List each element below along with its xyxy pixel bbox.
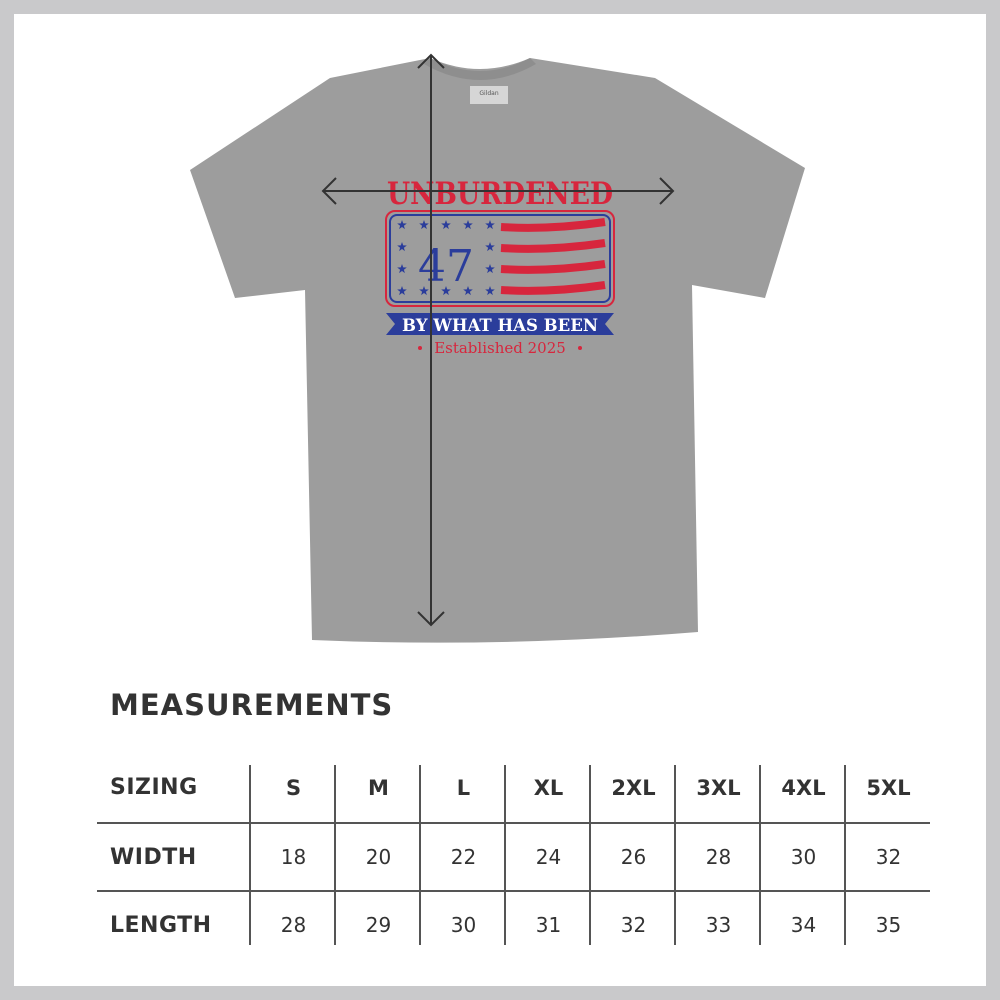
banner-text: BY WHAT HAS BEEN bbox=[402, 316, 598, 336]
table-divider bbox=[97, 890, 930, 892]
size-header-xl: XL bbox=[533, 776, 564, 800]
chest-print: UNBURDENED 47 BY WHAT HAS BEEN Establish… bbox=[385, 176, 615, 357]
width-cell: 20 bbox=[365, 845, 392, 869]
size-header-3xl: 3XL bbox=[696, 776, 741, 800]
tshirt-body bbox=[190, 58, 805, 643]
table-divider bbox=[589, 765, 591, 945]
table-divider bbox=[504, 765, 506, 945]
length-cell: 34 bbox=[790, 913, 817, 937]
width-cell: 26 bbox=[620, 845, 647, 869]
measurements-title: MEASUREMENTS bbox=[110, 688, 394, 722]
number-47: 47 bbox=[418, 241, 474, 292]
subline-text: Established 2025 bbox=[434, 339, 566, 357]
width-cell: 18 bbox=[280, 845, 307, 869]
header-sizing-label: SIZING bbox=[110, 775, 198, 800]
neck-label-brand: Gildan bbox=[479, 90, 498, 97]
size-header-s: S bbox=[285, 776, 302, 800]
width-cell: 32 bbox=[875, 845, 902, 869]
size-header-5xl: 5XL bbox=[866, 776, 911, 800]
length-cell: 33 bbox=[705, 913, 732, 937]
length-cell: 29 bbox=[365, 913, 392, 937]
length-cell: 31 bbox=[535, 913, 562, 937]
table-divider bbox=[334, 765, 336, 945]
length-cell: 35 bbox=[875, 913, 902, 937]
row-label-width: WIDTH bbox=[110, 845, 197, 870]
flag-stripes bbox=[500, 218, 606, 295]
width-cell: 28 bbox=[705, 845, 732, 869]
width-cell: 24 bbox=[535, 845, 562, 869]
size-header-l: L bbox=[456, 776, 471, 800]
width-cell: 22 bbox=[450, 845, 477, 869]
length-cell: 32 bbox=[620, 913, 647, 937]
banner-ribbon bbox=[386, 313, 614, 335]
table-divider bbox=[674, 765, 676, 945]
table-divider bbox=[97, 822, 930, 824]
table-divider bbox=[419, 765, 421, 945]
size-header-m: M bbox=[368, 776, 389, 800]
size-header-4xl: 4XL bbox=[781, 776, 826, 800]
size-header-2xl: 2XL bbox=[611, 776, 656, 800]
table-divider bbox=[249, 765, 251, 945]
headline-text: UNBURDENED bbox=[387, 176, 613, 212]
width-cell: 30 bbox=[790, 845, 817, 869]
tshirt-illustration: Gildan UNBURDENED 47 BY WHAT HAS BEEN Es… bbox=[190, 53, 805, 643]
length-cell: 30 bbox=[450, 913, 477, 937]
tshirt-collar bbox=[424, 58, 536, 80]
length-cell: 28 bbox=[280, 913, 307, 937]
row-label-length: LENGTH bbox=[110, 913, 212, 938]
table-divider bbox=[844, 765, 846, 945]
table-divider bbox=[759, 765, 761, 945]
neck-label bbox=[470, 86, 508, 104]
measurement-arrows bbox=[321, 53, 675, 627]
